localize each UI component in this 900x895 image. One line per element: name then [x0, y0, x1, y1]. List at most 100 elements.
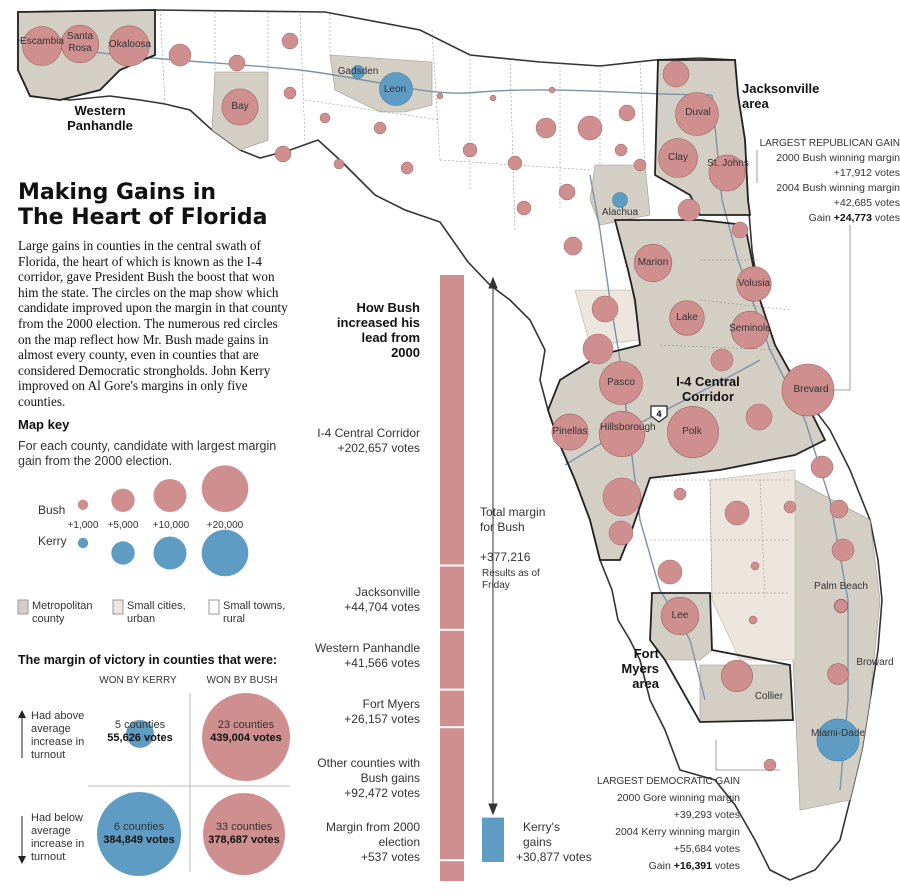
county-label-pinellas: Pinellas [552, 426, 588, 437]
rep-gain-box: LARGEST REPUBLICAN GAIN 2000 Bush winnin… [730, 136, 900, 226]
map-key-circles [77, 465, 249, 577]
rep-gain-row3: Gain +24,773 votes [730, 211, 900, 226]
leader-lines [715, 150, 851, 771]
county-label-santa-rosa: Santa Rosa [66, 31, 94, 54]
county-circle-gadsden [351, 65, 365, 79]
bar-note: Results as of Friday [482, 568, 540, 591]
swatch-metro [17, 599, 29, 615]
dem-gain-v3-unit: votes [714, 860, 740, 872]
dem-gain-v2: +55,684 votes [673, 843, 740, 855]
map-key-swatches [17, 599, 220, 615]
intro-text: Large gains in counties in the central s… [18, 238, 288, 409]
county-circle-alachua [612, 192, 628, 208]
turnout-grid [18, 693, 290, 876]
turnout-circle-kerry-above [126, 720, 154, 748]
turnout-cell-bush-above: 23 counties 439,004 votes [195, 719, 297, 745]
county-circle-volusia [736, 266, 772, 302]
county-circle-bay [221, 88, 259, 126]
key-circle-bush-2 [111, 488, 135, 513]
county-label-collier: Collier [754, 691, 784, 702]
route-4-shield: 4 [650, 405, 668, 423]
key-circle-kerry-1 [77, 537, 89, 549]
bar-segment-3 [440, 630, 464, 689]
map-key-size-3: +10,000 [152, 520, 190, 531]
turnout-cell-kerry-below: 6 counties 384,849 votes [90, 821, 188, 847]
county-circle-lee [660, 596, 700, 636]
swatch-small-city [112, 599, 124, 615]
county-label-st-johns: St. Johns [707, 158, 749, 169]
dem-gain-box: LARGEST DEMOCRATIC GAIN 2000 Gore winnin… [570, 773, 740, 875]
outline-western-panhandle [17, 9, 156, 101]
county-circle-seminole [730, 310, 770, 350]
county-label-seminole: Seminole [729, 323, 771, 334]
key-circle-kerry-4 [201, 529, 249, 577]
bar-label-value: +537 votes [360, 850, 420, 864]
bar-kerry-value: +30,877 votes [516, 850, 592, 864]
dem-gain-row3: Gain +16,391 votes [570, 858, 740, 875]
rep-gain-v2: +42,685 votes [833, 197, 900, 209]
county-circle-lake [669, 300, 705, 336]
small-county-circles [168, 32, 855, 772]
turnout-col-kerry: WON BY KERRY [99, 675, 177, 686]
bar-label-name: Margin from 2000 election [325, 820, 420, 849]
map-key-size-1: +1,000 [67, 520, 99, 531]
county-circle-marion [633, 243, 673, 283]
key-circle-kerry-2 [111, 541, 135, 565]
cell-counties: 5 counties [114, 719, 166, 731]
county-label-alachua: Alachua [601, 207, 639, 218]
county-label-okaloosa: Okaloosa [108, 39, 152, 50]
page-title-line-1: Making Gains in [18, 180, 217, 205]
region-label-fort-myers: Fort Myers area [621, 646, 659, 691]
rep-gain-v3: +24,773 [833, 212, 872, 224]
bar-label-name: Jacksonville [355, 585, 420, 599]
cell-counties: 33 counties [215, 821, 273, 833]
county-circle-duval [675, 92, 719, 136]
turnout-col-bush: WON BY BUSH [206, 675, 278, 686]
county-label-bay: Bay [231, 101, 249, 112]
bar-label-5: Other counties with Bush gains +92,472 vo… [300, 756, 420, 801]
map-key-legend-metro: Metropolitan county [32, 600, 93, 625]
map-key-kerry-label: Kerry [38, 534, 67, 548]
key-circle-bush-3 [153, 479, 187, 512]
dem-gain-v3: +16,391 [673, 860, 712, 872]
page-title: Making Gains in The Heart of Florida [18, 180, 278, 230]
bar-label-name: I-4 Central Corridor [317, 426, 420, 440]
bar-segment-2 [440, 566, 464, 629]
dem-gain-l2: 2004 Kerry winning margin [615, 826, 740, 838]
cell-counties: 23 counties [217, 719, 275, 731]
county-circle-collier [720, 659, 753, 692]
cell-counties: 6 counties [113, 821, 165, 833]
county-label-lake: Lake [676, 312, 698, 323]
county-label-lee: Lee [671, 610, 689, 621]
bar-segment-4 [440, 690, 464, 727]
county-label-volusia: Volusia [737, 278, 771, 289]
county-label-brevard: Brevard [793, 384, 829, 395]
cell-votes: 384,849 votes [103, 834, 175, 846]
map-key-legend-small-city: Small cities, urban [127, 600, 186, 625]
bar-total-arrow [488, 276, 498, 816]
county-circle-broward [827, 663, 849, 685]
rep-gain-l1: 2000 Bush winning margin [776, 152, 900, 164]
bar-label-name: Fort Myers [362, 697, 420, 711]
key-circle-bush-4 [201, 465, 249, 512]
rep-gain-v1: +17,912 votes [833, 167, 900, 179]
bar-label-name: Western Panhandle [314, 641, 420, 655]
county-circle-palm-beach [834, 599, 848, 613]
outline-jacksonville [654, 59, 752, 216]
dem-gain-l1: 2000 Gore winning margin [616, 792, 740, 804]
county-label-broward: Broward [856, 657, 894, 668]
region-label-western-panhandle: Western Panhandle [67, 103, 133, 133]
key-circle-kerry-3 [153, 536, 187, 570]
cell-votes: 378,687 votes [208, 834, 280, 846]
bar-kerry-label: Kerry's gains [523, 820, 560, 849]
region-label-jacksonville: Jacksonville area [742, 81, 820, 111]
county-circle-st-johns [708, 154, 746, 192]
county-label-clay: Clay [667, 152, 688, 163]
county-circle-pinellas [551, 413, 589, 451]
county-circle-clay [658, 138, 698, 178]
county-label-gadsden: Gadsden [337, 66, 379, 77]
bar-chart [440, 275, 504, 882]
bar-label-2: Jacksonville +44,704 votes [300, 585, 420, 615]
county-circle-okaloosa [108, 25, 150, 67]
